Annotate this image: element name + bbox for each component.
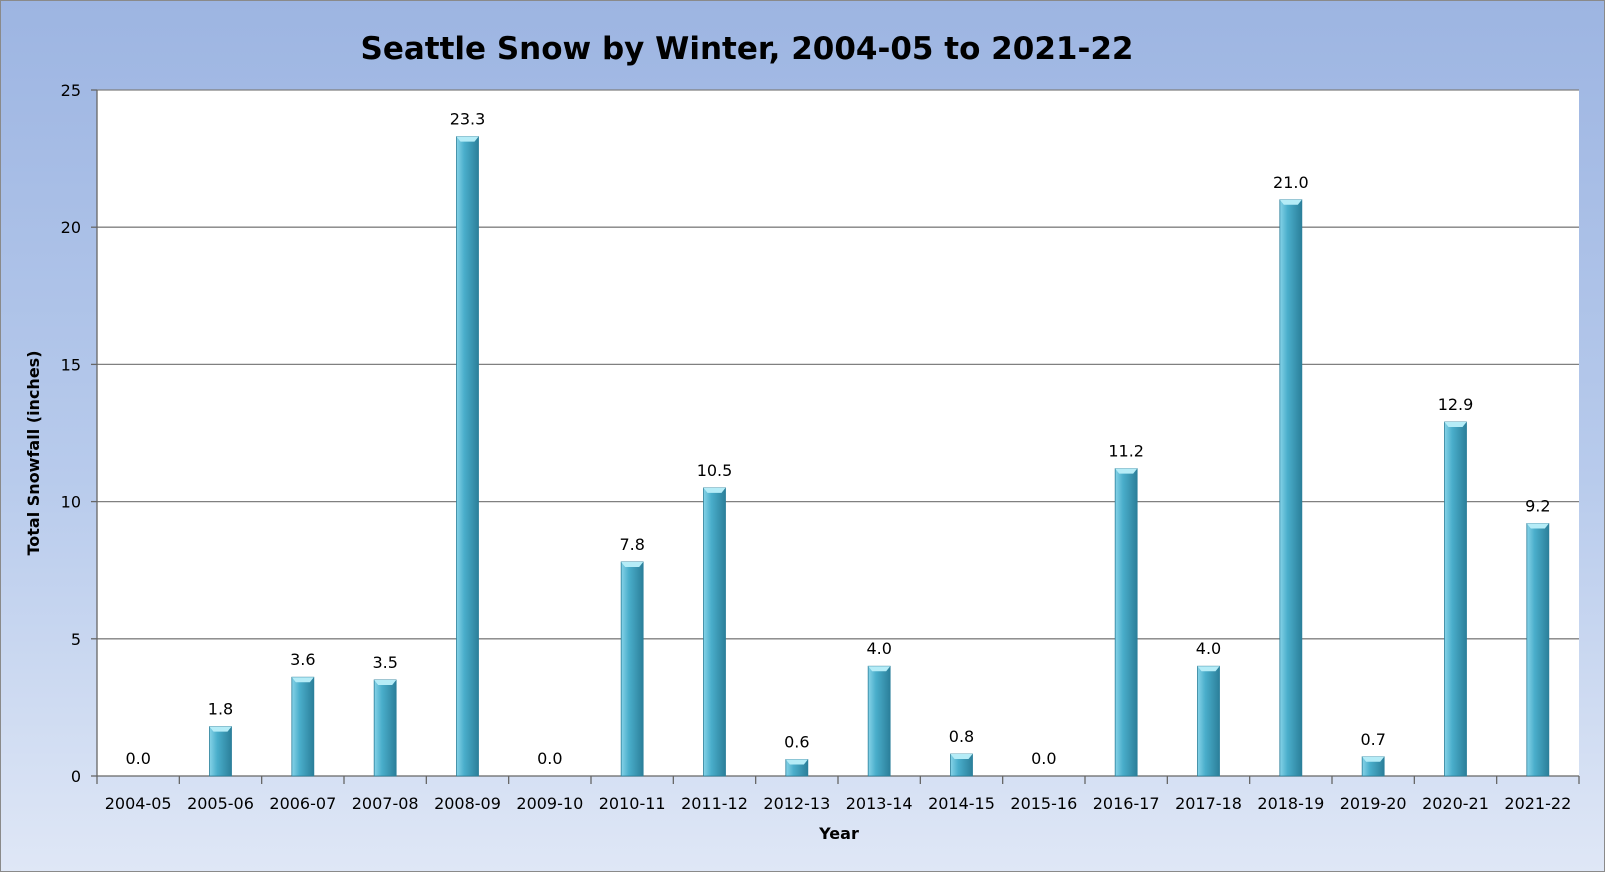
data-label: 9.2: [1525, 497, 1550, 516]
x-tick-label: 2005-06: [187, 794, 254, 813]
data-label: 10.5: [697, 461, 733, 480]
data-label: 12.9: [1438, 395, 1474, 414]
bar: [620, 561, 644, 777]
bar: [1114, 468, 1138, 777]
x-tick-label: 2021-22: [1504, 794, 1571, 813]
data-label: 0.8: [949, 727, 974, 746]
bar-cap: [703, 487, 726, 493]
bar-cap: [1362, 756, 1385, 762]
data-label: 3.6: [290, 650, 315, 669]
axes: 0 5 10 15 20 25 2004-05 2005-06 2006-07 2007-08 20…: [61, 81, 1580, 813]
bar: [867, 665, 891, 777]
bar: [373, 679, 397, 777]
bar-cap: [209, 726, 232, 732]
data-label: 23.3: [450, 110, 486, 129]
bar: [703, 487, 726, 777]
data-label: 0.0: [125, 749, 150, 768]
y-tick-label: 20: [61, 218, 81, 237]
bar-cap: [291, 677, 314, 683]
x-tick-label: 2004-05: [105, 794, 172, 813]
bar: [209, 726, 232, 777]
data-label: 21.0: [1273, 173, 1309, 192]
y-axis-title: Total Snowfall (inches): [24, 350, 43, 555]
data-label: 0.6: [784, 733, 809, 752]
bar: [1526, 523, 1550, 777]
x-tick-label: 2010-11: [599, 794, 666, 813]
bar-cap: [1197, 666, 1220, 672]
x-axis-title: Year: [818, 824, 859, 843]
bar-cap: [621, 561, 644, 567]
data-label: 11.2: [1108, 442, 1144, 461]
chart-title: Seattle Snow by Winter, 2004-05 to 2021-…: [361, 31, 1134, 67]
x-tick-label: 2018-19: [1257, 794, 1324, 813]
x-tick-label: 2011-12: [681, 794, 748, 813]
y-tick-label: 25: [61, 81, 81, 100]
bar-cap: [1526, 523, 1549, 529]
bar-cap: [785, 759, 808, 765]
y-tick-label: 5: [71, 630, 81, 649]
x-tick-label: 2019-20: [1340, 794, 1407, 813]
y-tick-label: 0: [71, 767, 81, 786]
x-tick-label: 2016-17: [1093, 794, 1160, 813]
plot-area: [97, 90, 1579, 776]
data-labels: 0.0 1.8 3.6 3.5 23.3 0.0 7.8 10.5 0.6 4.0 0.8 0.0 11…: [125, 110, 1550, 768]
x-tick-label: 2013-14: [846, 794, 913, 813]
bar-cap: [374, 679, 397, 685]
gridlines: [97, 89, 1579, 640]
x-tick-label: 2014-15: [928, 794, 995, 813]
x-tick-label: 2008-09: [434, 794, 501, 813]
x-tick-label: 2020-21: [1422, 794, 1489, 813]
bar: [1444, 421, 1467, 777]
bar-cap: [868, 666, 891, 672]
data-label: 1.8: [208, 700, 233, 719]
x-tick-label: 2015-16: [1010, 794, 1077, 813]
x-tick-label: 2006-07: [269, 794, 336, 813]
bars: [209, 136, 1550, 777]
y-tick-label: 10: [61, 493, 81, 512]
x-tick-label: 2017-18: [1175, 794, 1242, 813]
data-label: 4.0: [866, 639, 891, 658]
bar: [1197, 665, 1220, 777]
x-tick-label: 2012-13: [763, 794, 830, 813]
bar: [456, 136, 479, 777]
bar: [291, 676, 315, 777]
bar: [1279, 199, 1303, 777]
bar-cap: [1444, 422, 1467, 428]
data-label: 0.0: [537, 749, 562, 768]
bar-cap: [950, 754, 973, 760]
bar-cap: [1279, 199, 1302, 205]
bar-cap: [456, 136, 479, 142]
data-label: 4.0: [1196, 639, 1221, 658]
data-label: 0.7: [1360, 730, 1385, 749]
x-tick-label: 2009-10: [516, 794, 583, 813]
data-label: 3.5: [372, 653, 397, 672]
data-label: 7.8: [619, 535, 644, 554]
data-label: 0.0: [1031, 749, 1056, 768]
x-tick-label: 2007-08: [352, 794, 419, 813]
y-tick-label: 15: [61, 355, 81, 374]
bar-cap: [1115, 468, 1138, 474]
